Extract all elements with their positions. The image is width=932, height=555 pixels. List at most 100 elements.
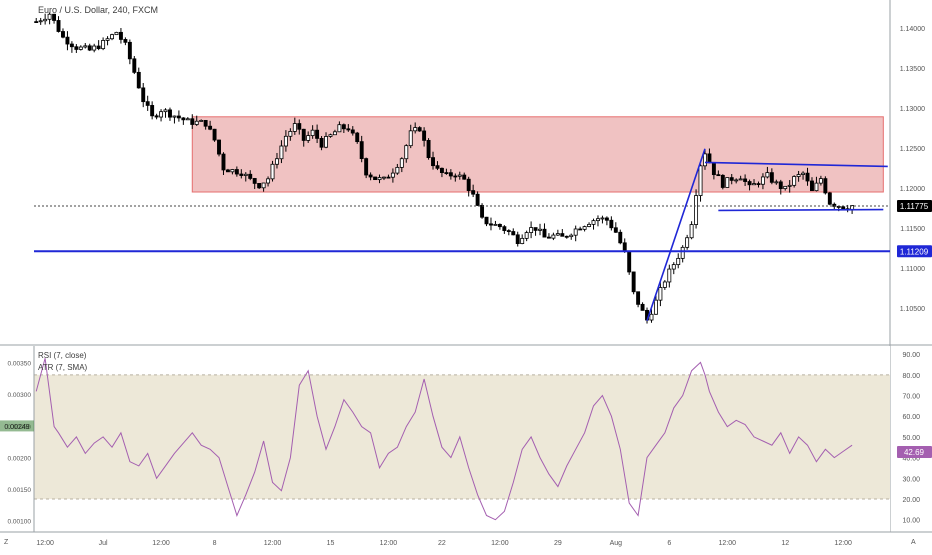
candle-down xyxy=(87,45,92,51)
candle-down xyxy=(542,228,547,238)
candle-up xyxy=(520,237,525,244)
candle-up xyxy=(796,174,801,177)
candle-up xyxy=(703,153,707,167)
candle-up xyxy=(408,130,413,147)
candle-up xyxy=(783,185,788,190)
level-tag-text: 1.11209 xyxy=(900,247,929,256)
candle-up xyxy=(83,45,88,48)
trendline[interactable] xyxy=(646,148,706,322)
candle-down xyxy=(154,115,159,118)
candle-down xyxy=(150,105,155,117)
candle-down xyxy=(422,130,427,141)
candle-down xyxy=(622,242,627,252)
candle-down xyxy=(341,124,346,130)
rsi-tick: 80.00 xyxy=(902,373,920,380)
candle-down xyxy=(123,39,128,43)
candle-down xyxy=(61,31,65,38)
candle-up xyxy=(332,131,337,136)
last-price-tag: 1.11775 xyxy=(897,200,932,212)
price-axis[interactable] xyxy=(890,0,932,344)
rsi-tick: 20.00 xyxy=(902,497,920,504)
candle-up xyxy=(774,181,779,184)
candle-down xyxy=(756,183,761,186)
candle-up xyxy=(395,166,400,174)
atr-tick: 0.00100 xyxy=(8,519,32,526)
candle-down xyxy=(502,226,507,231)
candle-down xyxy=(127,41,132,60)
candle-down xyxy=(56,20,61,32)
candle-down xyxy=(805,172,810,182)
candle-up xyxy=(266,178,271,184)
candle-up xyxy=(538,228,542,231)
atr-tick: 0.00350 xyxy=(8,361,32,368)
candle-down xyxy=(511,231,516,236)
candle-down xyxy=(823,178,828,194)
candle-down xyxy=(720,174,725,188)
time-tick: 6 xyxy=(667,540,671,547)
candle-down xyxy=(627,251,632,273)
candle-down xyxy=(168,109,172,118)
trendline[interactable] xyxy=(704,161,888,168)
rsi-line xyxy=(35,358,853,521)
atr-tag-bg xyxy=(0,420,34,432)
atr-legend: ATR (7, SMA) xyxy=(38,363,88,372)
candle-up xyxy=(390,172,395,178)
candle-up xyxy=(738,178,743,181)
candle-up xyxy=(105,38,110,41)
candle-up xyxy=(270,163,275,180)
candle-down xyxy=(471,190,476,195)
candle-down xyxy=(359,141,364,159)
candle-down xyxy=(489,223,493,226)
candle-down xyxy=(248,173,253,179)
candle-down xyxy=(52,13,57,21)
candle-up xyxy=(658,287,663,301)
candle-down xyxy=(118,31,123,40)
candle-up xyxy=(172,115,177,118)
candle-down xyxy=(176,115,181,119)
candle-down xyxy=(560,233,565,237)
candle-down xyxy=(34,21,39,24)
time-tick: 12:00 xyxy=(380,540,398,547)
trendline-layer[interactable] xyxy=(646,148,888,322)
time-axis[interactable] xyxy=(0,533,932,550)
atr-tick: 0.00150 xyxy=(8,487,32,494)
atr-axis[interactable] xyxy=(0,346,34,532)
candle-up xyxy=(310,129,315,137)
last-price-tag-bg xyxy=(897,200,932,212)
candle-down xyxy=(769,172,774,183)
price-tick: 1.12500 xyxy=(900,146,925,153)
candle-up xyxy=(671,264,676,270)
scale-right-label[interactable]: A xyxy=(911,539,916,546)
candle-down xyxy=(711,162,716,176)
candle-down xyxy=(578,228,583,231)
candle-down xyxy=(475,193,480,206)
candle-down xyxy=(841,206,846,210)
price-tick: 1.13000 xyxy=(900,106,925,113)
scale-left-label[interactable]: Z xyxy=(4,539,9,546)
candle-up xyxy=(399,158,404,168)
candle-down xyxy=(373,176,378,181)
candle-up xyxy=(404,145,409,160)
candle-down xyxy=(439,167,444,173)
candle-up xyxy=(587,223,592,227)
candle-up xyxy=(261,182,266,189)
rsi-tag-bg xyxy=(897,446,932,459)
rsi-tick: 50.00 xyxy=(902,435,920,442)
candle-down xyxy=(217,139,221,155)
candle-down xyxy=(234,169,239,175)
time-tick-labels: 12:00 Jul 12:00 8 12:00 15 12:00 22 12:00 29 Aug 6 1… xyxy=(36,540,852,547)
candle-down xyxy=(315,129,320,139)
candle-up xyxy=(199,120,204,122)
candle-down xyxy=(613,227,618,233)
candle-up xyxy=(555,233,560,236)
candle-up xyxy=(413,127,418,132)
time-tick: Jul xyxy=(99,540,108,547)
candle-down xyxy=(810,180,814,192)
trendline[interactable] xyxy=(718,208,884,212)
price-tick: 1.14000 xyxy=(900,26,925,33)
candle-up xyxy=(573,228,578,236)
candle-up xyxy=(801,172,806,175)
candle-up xyxy=(288,131,293,137)
candle-down xyxy=(319,138,324,148)
